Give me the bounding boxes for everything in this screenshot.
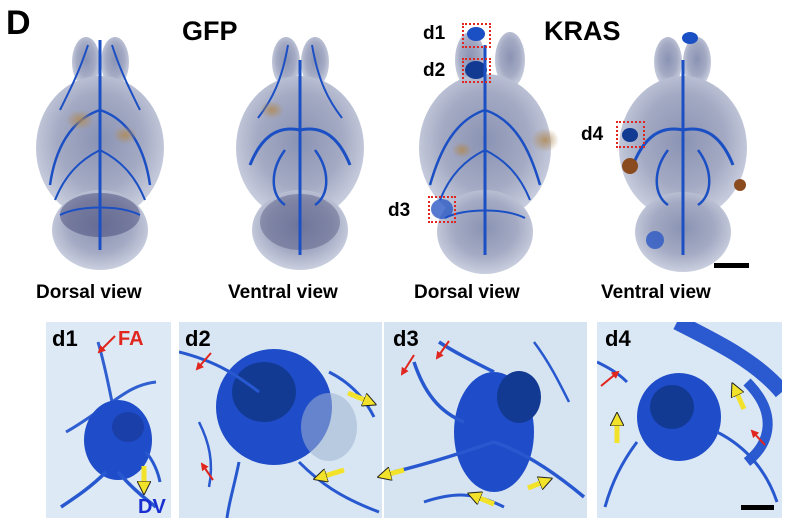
- region-label-d2: d2: [423, 60, 446, 81]
- inset-image-d3: [384, 322, 587, 518]
- brain-gfp-dorsal: [36, 37, 164, 270]
- red-arrow-d1: [97, 335, 116, 354]
- highlight-box-d3: [428, 196, 456, 223]
- highlight-box-d4: [616, 121, 645, 148]
- red-arrow-d3-left: [400, 354, 415, 376]
- yellow-arrow-d4-right: [734, 387, 747, 411]
- region-label-d1: d1: [423, 23, 446, 44]
- view-label-gfp-ventral: Ventral view: [228, 282, 338, 303]
- region-label-d4: d4: [581, 124, 604, 145]
- yellow-arrow-d2-bottom: [318, 467, 345, 478]
- inset-label-d2: d2: [185, 326, 211, 351]
- brain-gfp-ventral: [236, 37, 364, 270]
- inset-panel-d3: [384, 322, 587, 518]
- red-arrow-d4-right: [750, 429, 766, 446]
- brain-images-layer: [36, 27, 747, 274]
- inset-label-d1: d1: [52, 326, 78, 351]
- scale-bar-bottom: [741, 505, 774, 510]
- yellow-arrow-d3-left: [382, 470, 405, 476]
- view-label-kras-dorsal: Dorsal view: [414, 282, 520, 303]
- red-arrow-d2-bottom: [200, 462, 214, 481]
- group-title-gfp: GFP: [182, 16, 238, 46]
- inset-image-d1: [46, 322, 171, 518]
- inset-label-d4: d4: [605, 326, 631, 351]
- highlight-box-d1: [462, 23, 491, 48]
- red-arrow-d4-left: [600, 370, 620, 387]
- yellow-arrow-d3-bottom: [472, 495, 495, 507]
- inset-panel-d4: [597, 322, 782, 518]
- inset-image-d2: [179, 322, 382, 518]
- dv-label: DV: [138, 496, 166, 518]
- view-label-gfp-dorsal: Dorsal view: [36, 282, 142, 303]
- highlight-box-d2: [462, 58, 491, 83]
- group-title-kras: KRAS: [544, 16, 621, 46]
- inset-image-d4: [597, 322, 782, 518]
- red-arrow-d3-right: [435, 340, 450, 360]
- fa-label: FA: [118, 328, 144, 350]
- red-arrow-d2-top: [195, 352, 212, 371]
- inset-panel-d2: [179, 322, 382, 518]
- view-label-kras-ventral: Ventral view: [601, 282, 711, 303]
- region-label-d3: d3: [388, 200, 411, 221]
- panel-letter: D: [6, 4, 31, 42]
- brain-kras-ventral: [619, 32, 747, 272]
- inset-label-d3: d3: [393, 326, 419, 351]
- yellow-arrow-d3-right: [527, 480, 548, 491]
- yellow-arrow-d2-top: [347, 390, 372, 403]
- scale-bar-top: [714, 263, 749, 268]
